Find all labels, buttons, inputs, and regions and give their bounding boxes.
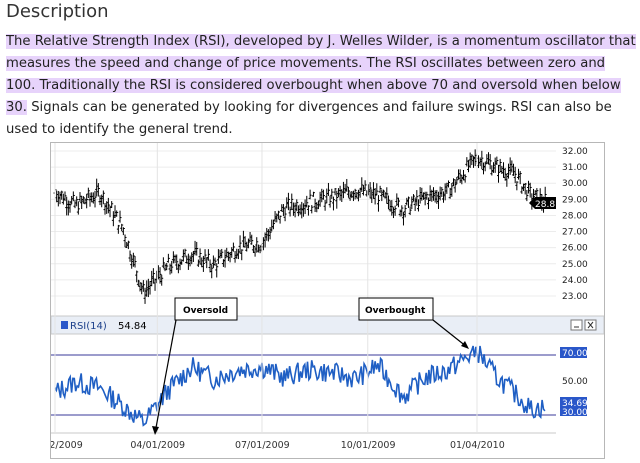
x-tick-label: 01/04/2010	[450, 440, 505, 451]
rsi-tick-70: 70.00	[562, 349, 588, 359]
last-price-label: 28.81	[535, 200, 561, 210]
rsi-panel-header: RSI(14) 54.84	[50, 315, 605, 335]
oversold-label: Oversold	[183, 306, 228, 316]
x-tick-label: 01/02/2009	[51, 440, 83, 451]
overbought-annotation: Overbought	[358, 297, 469, 349]
price-tick-label: 28.00	[562, 211, 588, 221]
price-tick-label: 30.00	[562, 179, 588, 189]
x-axis: 01/02/2009 04/01/2009 07/01/2009 10/01/2009…	[28, 143, 556, 451]
rsi-axis: 70.00 50.00 34.69 30.00	[560, 347, 588, 418]
oversold-annotation: Oversold	[152, 297, 238, 435]
price-grid	[51, 150, 556, 297]
rsi-chart: 32.00 31.00 30.00 29.00 28.00 27.00 26.00 25.00…	[28, 142, 605, 459]
price-tick-label: 24.00	[562, 276, 588, 286]
x-tick-label: 07/01/2009	[235, 440, 290, 451]
price-tick-label: 25.00	[562, 260, 588, 270]
close-icon	[587, 321, 594, 329]
last-price-tag: 28.81	[529, 197, 561, 210]
description-heading: Description	[6, 1, 109, 22]
price-tick-label: 31.00	[562, 163, 588, 173]
x-tick-label: 04/01/2009	[130, 440, 185, 451]
plain-text: Signals can be generated by looking for …	[6, 100, 612, 137]
rsi-tick-50: 50.00	[562, 377, 588, 387]
rsi-last-label: 34.69	[562, 399, 588, 409]
rsi-line	[54, 345, 546, 427]
rsi-series-swatch	[61, 321, 68, 329]
price-tick-label: 27.00	[562, 228, 588, 238]
price-tick-label: 32.00	[562, 147, 588, 157]
x-tick-label: 10/01/2009	[341, 440, 396, 451]
rsi-panel-label: RSI(14)	[70, 321, 107, 332]
rsi-panel-value: 54.84	[118, 321, 147, 332]
minimize-button[interactable]	[570, 319, 583, 331]
overbought-label: Overbought	[365, 306, 426, 316]
rsi-panel: 70.00 50.00 34.69 30.00	[51, 345, 588, 427]
price-tick-label: 26.00	[562, 244, 588, 254]
price-axis: 32.00 31.00 30.00 29.00 28.00 27.00 26.00 25.00…	[562, 147, 588, 302]
price-bars	[53, 149, 547, 304]
chart-svg: 32.00 31.00 30.00 29.00 28.00 27.00 26.00 25.00…	[28, 143, 605, 451]
price-tick-label: 29.00	[562, 195, 588, 205]
description-text: The Relative Strength Index (RSI), devel…	[6, 31, 638, 141]
rsi-tick-30: 30.00	[562, 408, 588, 418]
price-tick-label: 23.00	[562, 292, 588, 302]
